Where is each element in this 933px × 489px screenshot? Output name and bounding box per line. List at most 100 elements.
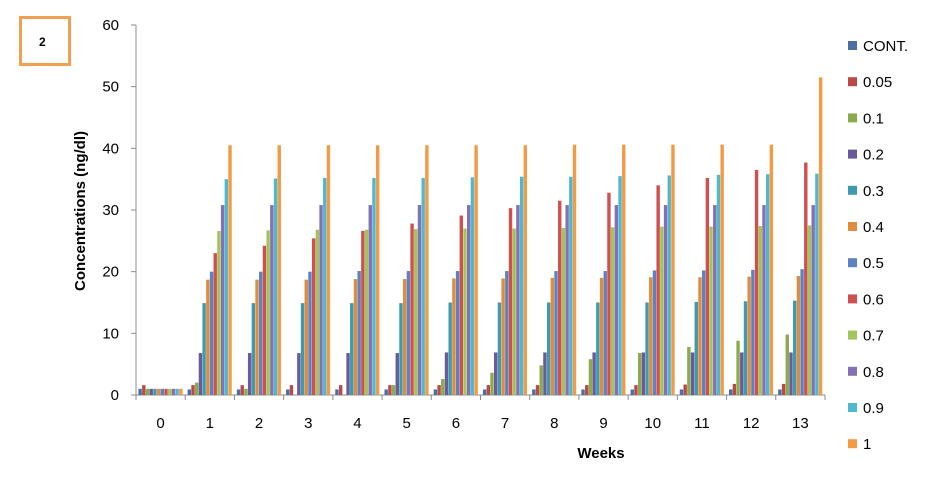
bar: [778, 389, 782, 395]
bar: [463, 228, 467, 395]
bar: [497, 302, 502, 395]
bar: [641, 352, 646, 395]
bar: [350, 303, 354, 395]
bar: [546, 302, 551, 395]
bar: [425, 145, 429, 395]
legend-swatch: [848, 294, 857, 304]
bar: [769, 144, 774, 395]
bar: [683, 384, 687, 395]
bar: [796, 275, 801, 395]
bar: [740, 352, 744, 395]
x-tick-label: 13: [792, 415, 809, 432]
bar: [353, 279, 358, 395]
bar: [728, 389, 733, 395]
bar: [441, 378, 445, 395]
bar: [618, 176, 622, 395]
legend-swatch: [848, 113, 857, 123]
bar: [213, 253, 217, 395]
panel-label: 2: [39, 35, 46, 49]
bar: [187, 389, 192, 395]
bar: [656, 185, 660, 395]
bar: [554, 271, 558, 395]
bar: [391, 385, 396, 395]
bar: [153, 388, 157, 395]
legend-swatch: [848, 439, 857, 449]
bar: [168, 388, 172, 395]
x-tick-label: 0: [156, 415, 164, 432]
bar: [701, 270, 706, 395]
bar: [762, 205, 766, 395]
bar: [501, 278, 505, 395]
legend-swatch: [848, 366, 857, 376]
bar: [395, 353, 399, 395]
bar: [747, 276, 751, 395]
bar: [709, 226, 713, 395]
bar: [569, 176, 573, 395]
bar: [667, 175, 671, 395]
bar: [414, 229, 418, 395]
bar: [789, 352, 793, 395]
bar: [255, 279, 259, 395]
legend-label: 0.1: [863, 110, 884, 127]
bar: [220, 205, 225, 395]
bar: [519, 176, 524, 395]
legend-label: 1: [863, 436, 871, 453]
legend-swatch: [848, 149, 857, 159]
x-tick-label: 6: [452, 415, 460, 432]
bar: [323, 177, 327, 395]
bars: [138, 77, 823, 396]
bar: [228, 145, 232, 395]
bar: [259, 271, 263, 395]
x-tick-label: 8: [550, 415, 558, 432]
bar: [149, 388, 153, 395]
bar: [486, 385, 491, 395]
legend-label: 0.2: [863, 147, 884, 164]
legend-label: 0.05: [863, 74, 892, 91]
bar: [406, 271, 411, 395]
bar: [494, 352, 498, 395]
bar: [217, 230, 221, 395]
bar: [523, 145, 528, 395]
bar: [720, 144, 724, 395]
bar: [466, 205, 471, 395]
legend-label: CONT.: [863, 38, 908, 55]
bar: [663, 205, 668, 395]
bar: [160, 388, 165, 395]
legend-label: 0.8: [863, 364, 884, 381]
bar: [156, 388, 161, 395]
x-tick-label: 7: [501, 415, 509, 432]
x-tick-label: 11: [694, 415, 710, 432]
bar: [705, 177, 710, 395]
bar: [361, 230, 365, 395]
bar: [289, 385, 294, 395]
bar: [811, 205, 815, 395]
bar: [171, 388, 176, 395]
bar: [202, 303, 206, 395]
bar: [224, 179, 229, 395]
bar: [512, 228, 516, 395]
bar: [247, 353, 252, 395]
bar: [751, 269, 755, 395]
bar: [505, 271, 509, 395]
bar: [179, 388, 183, 395]
legend-label: 0.5: [863, 255, 884, 272]
bar: [410, 223, 414, 395]
y-tick-label: 0: [111, 387, 119, 404]
x-tick-label: 10: [644, 415, 661, 432]
bar: [417, 205, 422, 395]
x-tick-label: 3: [304, 415, 312, 432]
bar: [630, 389, 634, 395]
bar: [308, 271, 312, 395]
bar: [335, 389, 339, 395]
bar: [754, 169, 759, 395]
bar: [592, 352, 596, 395]
bar: [209, 271, 214, 395]
bar: [459, 215, 463, 395]
x-tick-label: 4: [353, 415, 361, 432]
legend-swatch: [848, 403, 857, 412]
bar: [297, 353, 301, 395]
bar: [236, 389, 241, 395]
bar: [815, 173, 819, 395]
bar: [368, 205, 372, 395]
